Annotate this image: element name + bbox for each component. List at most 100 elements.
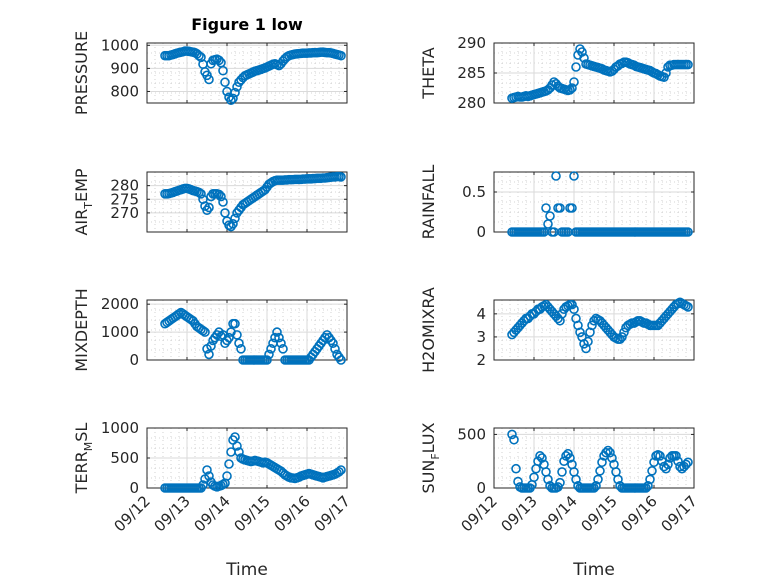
- data-point: [683, 59, 693, 70]
- data-point: [328, 338, 338, 349]
- y-axis-label: SUNFLUX: [419, 422, 442, 493]
- data-point: [236, 344, 246, 354]
- y-tick-label: 0.5: [462, 183, 486, 201]
- data-point: [681, 459, 691, 470]
- data-point: [232, 441, 242, 451]
- data-point: [336, 172, 346, 182]
- data-point: [673, 456, 683, 467]
- subplot-rainfall: 0 0.5 RAINFALL: [419, 165, 695, 241]
- data-point: [198, 480, 208, 490]
- subplot-h2omixra: 2 3 4 H2OMIXRA: [419, 287, 695, 373]
- data-point: [641, 483, 651, 493]
- data-point: [601, 447, 611, 458]
- data-point: [330, 344, 340, 354]
- y-tick-label: 280: [110, 177, 139, 195]
- subplot-pressure: 800 900 1000 PRESSURE: [72, 31, 348, 115]
- y-tick-label: 1000: [101, 323, 139, 341]
- data-point: [645, 474, 655, 485]
- data-point: [226, 95, 236, 106]
- data-point: [222, 471, 232, 481]
- data-point: [617, 332, 627, 342]
- data-point: [619, 327, 629, 338]
- data-point: [593, 474, 603, 485]
- data-point: [202, 465, 212, 475]
- data-point: [671, 451, 681, 461]
- y-tick-label: 800: [110, 82, 139, 100]
- data-point: [336, 50, 346, 61]
- y-axis-label: PRESSURE: [72, 31, 91, 115]
- data-point: [541, 203, 551, 213]
- subplot-sun: 0 500 SUNFLUX 09/1209/1309/1409/1509/1609/1…: [419, 422, 701, 535]
- data-point: [278, 344, 288, 354]
- x-tick-label: 09/16: [618, 492, 661, 535]
- y-tick-label: 290: [457, 34, 486, 52]
- data-point: [613, 474, 623, 485]
- data-point: [218, 197, 228, 207]
- data-point: [174, 309, 184, 319]
- data-point: [198, 325, 208, 336]
- data-point: [535, 451, 545, 461]
- y-tick-label: 900: [110, 59, 139, 77]
- data-point: [567, 299, 577, 310]
- data-point: [204, 74, 214, 85]
- data-point: [565, 85, 575, 95]
- data-point: [220, 77, 230, 88]
- x-tick-label: 09/14: [191, 492, 234, 535]
- data-point: [587, 320, 597, 331]
- y-tick-label: 1000: [101, 419, 139, 437]
- data-point: [232, 82, 242, 92]
- y-tick-label: 500: [457, 425, 486, 443]
- data-point: [228, 219, 238, 229]
- data-point: [595, 466, 605, 476]
- x-tick-label: 09/13: [151, 492, 194, 535]
- y-tick-label: 0: [129, 351, 139, 369]
- data-point: [272, 327, 282, 337]
- data-point: [204, 349, 214, 360]
- axes-frame: [146, 42, 348, 104]
- data-point: [204, 471, 214, 481]
- data-point: [218, 65, 228, 76]
- data-point: [683, 302, 693, 312]
- x-tick-label: 09/16: [271, 492, 314, 535]
- y-tick-label: 280: [457, 94, 486, 112]
- data-point: [266, 344, 276, 354]
- data-point: [204, 202, 214, 213]
- data-point: [276, 338, 286, 349]
- data-point: [336, 465, 346, 475]
- figure-title: Figure 1 low: [191, 15, 303, 34]
- data-point: [270, 332, 280, 343]
- data-point: [591, 481, 601, 491]
- y-tick-label: 0: [476, 479, 486, 497]
- data-point: [224, 459, 234, 469]
- y-tick-label: 275: [110, 190, 139, 208]
- y-axis-label: AIRTEMP: [72, 168, 95, 235]
- data-point: [336, 355, 346, 365]
- data-point: [334, 466, 344, 477]
- y-tick-label: 285: [457, 64, 486, 82]
- data-point: [507, 429, 517, 440]
- data-point: [603, 445, 613, 456]
- data-point: [264, 349, 274, 360]
- data-point: [537, 453, 547, 463]
- data-point: [234, 447, 244, 457]
- data-point: [194, 50, 204, 61]
- data-point: [509, 434, 519, 445]
- data-point: [194, 187, 204, 198]
- data-point: [543, 474, 553, 485]
- data-point: [230, 432, 240, 442]
- data-point: [230, 318, 240, 329]
- x-tick-label: 09/14: [538, 492, 581, 535]
- data-point: [569, 304, 579, 315]
- data-point: [605, 447, 615, 458]
- y-tick-label: 3: [476, 328, 486, 346]
- data-point: [511, 463, 521, 474]
- y-tick-label: 0: [476, 223, 486, 241]
- data-point: [597, 457, 607, 468]
- x-tick-label: 09/15: [578, 492, 621, 535]
- y-tick-label: 270: [110, 204, 139, 222]
- data-point: [557, 309, 567, 319]
- data-point: [216, 191, 226, 202]
